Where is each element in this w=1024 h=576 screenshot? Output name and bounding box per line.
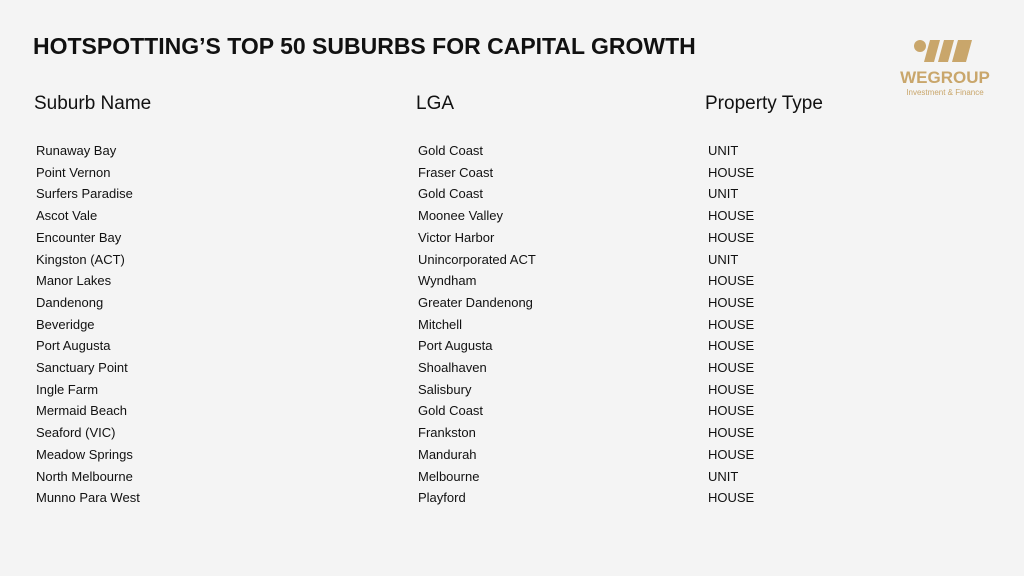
table-cell: HOUSE	[708, 164, 755, 180]
table-cell: Beveridge	[36, 316, 95, 332]
table-cell: HOUSE	[708, 360, 755, 375]
table-cell: Gold Coast	[418, 186, 484, 202]
column-header: LGA	[416, 93, 455, 114]
table-cell: Gold Coast	[418, 403, 484, 419]
table-cell: Kingston (ACT)	[36, 251, 125, 267]
column-header: Suburb Name	[34, 93, 152, 114]
table-cell: Ingle Farm	[36, 381, 99, 397]
table-cell: Gold Coast	[418, 143, 484, 158]
table-cell: Frankston	[418, 425, 476, 441]
table-cell: HOUSE	[708, 273, 755, 289]
table-cell: Runaway Bay	[36, 143, 117, 158]
table-cell: HOUSE	[708, 490, 755, 506]
table-cell: Mandurah	[418, 446, 477, 462]
table-cell: HOUSE	[708, 338, 755, 354]
table-cell: Mermaid Beach	[36, 403, 128, 419]
table-cell: HOUSE	[708, 381, 755, 397]
table-cell: Moonee Valley	[418, 208, 504, 224]
table-cell: Seaford (VIC)	[36, 425, 116, 441]
table-cell: Encounter Bay	[36, 229, 122, 245]
table-cell: Sanctuary Point	[36, 360, 128, 375]
table-cell: HOUSE	[708, 403, 755, 419]
table-cell: Greater Dandenong	[418, 294, 533, 310]
table-cell: UNIT	[708, 251, 739, 267]
table-cell: Salisbury	[418, 381, 472, 397]
table-cell: Playford	[418, 490, 466, 506]
table-cell: Wyndham	[418, 273, 477, 289]
table-cell: HOUSE	[708, 208, 755, 224]
title: HOTSPOTTING’S TOP 50 SUBURBS FOR CAPITAL…	[33, 33, 696, 59]
table-cell: HOUSE	[708, 316, 755, 332]
table-cell: Meadow Springs	[36, 446, 133, 462]
table-cell: Victor Harbor	[418, 229, 495, 245]
table-cell: Port Augusta	[36, 338, 111, 354]
table-cell: Fraser Coast	[418, 164, 494, 180]
table-cell: HOUSE	[708, 446, 755, 462]
table-cell: Port Augusta	[418, 338, 493, 354]
logo-tagline: Investment & Finance	[906, 88, 984, 97]
table-cell: Unincorporated ACT	[418, 251, 536, 267]
table-cell: Ascot Vale	[36, 208, 98, 224]
table-cell: HOUSE	[708, 294, 755, 310]
table-cell: UNIT	[708, 143, 739, 158]
table-cell: Mitchell	[418, 316, 463, 332]
logo-name: WEGROUP	[900, 68, 990, 87]
table-cell: Shoalhaven	[418, 360, 487, 375]
table-cell: Manor Lakes	[36, 273, 112, 289]
logo: WEGROUP Investment & Finance	[900, 38, 990, 97]
table-cell: Surfers Paradise	[36, 186, 133, 202]
table-cell: Dandenong	[36, 294, 104, 310]
table-cell: UNIT	[708, 186, 739, 202]
table-cell: HOUSE	[708, 425, 755, 441]
table-cell: HOUSE	[708, 229, 755, 245]
logo-mark	[914, 40, 972, 62]
table-cell: Point Vernon	[36, 164, 111, 180]
table-cell: Melbourne	[418, 468, 480, 484]
table-cell: Munno Para West	[36, 490, 140, 506]
table-cell: North Melbourne	[36, 468, 133, 484]
table-cell: UNIT	[708, 468, 739, 484]
column-header: Property Type	[705, 93, 823, 114]
